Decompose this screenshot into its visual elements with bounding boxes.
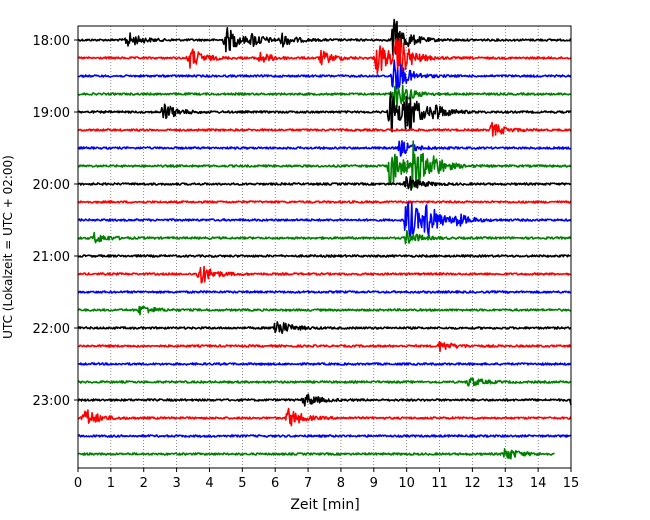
y-tick-label: 19:00 [33,106,70,121]
seismogram-trace [77,393,572,407]
x-tick-label: 4 [205,476,213,491]
x-tick-label: 8 [337,476,345,491]
plot-frame [77,25,572,469]
x-tick-label: 5 [238,476,246,491]
x-axis: 0 1 2 3 4 5 6 7 8 9 10 11 12 13 14 15 [74,468,579,491]
seismogram-trace [77,265,572,284]
seismogram-trace [77,377,572,387]
x-tick-label: 1 [107,476,115,491]
traces [77,18,572,460]
seismogram-trace [77,140,572,157]
x-tick-label: 11 [431,476,448,491]
seismogram-trace [77,201,572,240]
seismogram-trace [77,175,572,191]
x-tick-label: 10 [398,476,415,491]
seismogram-trace [77,200,572,204]
x-tick-label: 12 [464,476,481,491]
x-tick-label: 15 [563,476,580,491]
seismogram-trace [77,230,572,245]
seismogram-trace [77,18,572,56]
seismogram-trace [77,305,572,316]
x-tick-label: 14 [530,476,547,491]
y-tick-label: 20:00 [33,178,70,193]
seismogram-trace [77,407,572,427]
seismogram-trace [77,321,572,335]
x-tick-label: 13 [497,476,514,491]
seismogram-trace [77,340,572,353]
x-axis-label: Zeit [min] [290,497,359,513]
seismogram-trace [77,140,572,189]
x-tick-label: 9 [370,476,378,491]
x-tick-label: 6 [271,476,279,491]
y-tick-label: 18:00 [33,34,70,49]
seismogram-trace [77,59,572,90]
seismogram-trace [77,447,555,460]
x-tick-label: 7 [304,476,312,491]
seismogram-trace [77,362,572,366]
seismogram-trace [77,84,572,113]
seismogram-trace [77,290,572,294]
seismogram-trace [77,37,572,75]
y-tick-label: 22:00 [33,322,70,337]
y-tick-label: 23:00 [33,394,70,409]
seismogram-trace [77,92,572,133]
x-tick-label: 0 [74,476,82,491]
y-axis: 18:00 19:00 20:00 21:00 22:00 23:00 [33,34,78,409]
y-tick-label: 21:00 [33,250,70,265]
seismogram-trace [77,121,572,137]
x-tick-label: 3 [172,476,180,491]
x-tick-label: 2 [140,476,148,491]
seismogram-trace [77,254,572,258]
y-axis-label: UTC (Lokalzeit = UTC + 02:00) [1,155,15,339]
seismogram-trace [77,434,572,438]
